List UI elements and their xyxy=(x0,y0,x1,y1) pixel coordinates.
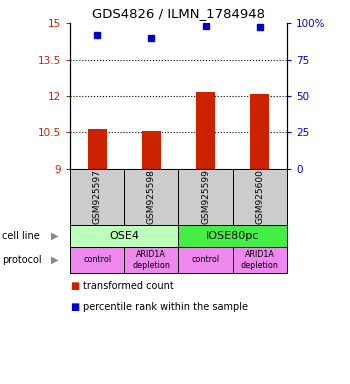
Text: GSM925599: GSM925599 xyxy=(201,169,210,224)
Bar xyxy=(233,169,287,225)
Text: control: control xyxy=(83,255,111,265)
Text: IOSE80pc: IOSE80pc xyxy=(206,231,259,241)
Text: protocol: protocol xyxy=(2,255,41,265)
Bar xyxy=(88,129,107,169)
Text: percentile rank within the sample: percentile rank within the sample xyxy=(83,302,248,312)
Bar xyxy=(250,94,270,169)
Bar xyxy=(70,169,124,225)
Bar xyxy=(233,247,287,273)
Text: ▶: ▶ xyxy=(50,231,58,241)
Bar xyxy=(178,247,233,273)
Text: GSM925597: GSM925597 xyxy=(93,169,101,224)
Bar xyxy=(70,247,124,273)
Bar xyxy=(142,131,161,169)
Text: GSM925600: GSM925600 xyxy=(256,169,264,224)
Bar xyxy=(124,247,178,273)
Bar xyxy=(124,169,178,225)
Text: GSM925598: GSM925598 xyxy=(147,169,156,224)
Bar xyxy=(178,169,233,225)
Text: control: control xyxy=(191,255,220,265)
Bar xyxy=(178,225,287,247)
Text: cell line: cell line xyxy=(2,231,40,241)
Text: transformed count: transformed count xyxy=(83,281,174,291)
Bar xyxy=(70,225,178,247)
Bar xyxy=(196,92,215,169)
Text: ■: ■ xyxy=(70,302,79,312)
Text: ARID1A
depletion: ARID1A depletion xyxy=(132,250,170,270)
Text: ▶: ▶ xyxy=(50,255,58,265)
Title: GDS4826 / ILMN_1784948: GDS4826 / ILMN_1784948 xyxy=(92,7,265,20)
Text: OSE4: OSE4 xyxy=(109,231,139,241)
Text: ARID1A
depletion: ARID1A depletion xyxy=(241,250,279,270)
Text: ■: ■ xyxy=(70,281,79,291)
